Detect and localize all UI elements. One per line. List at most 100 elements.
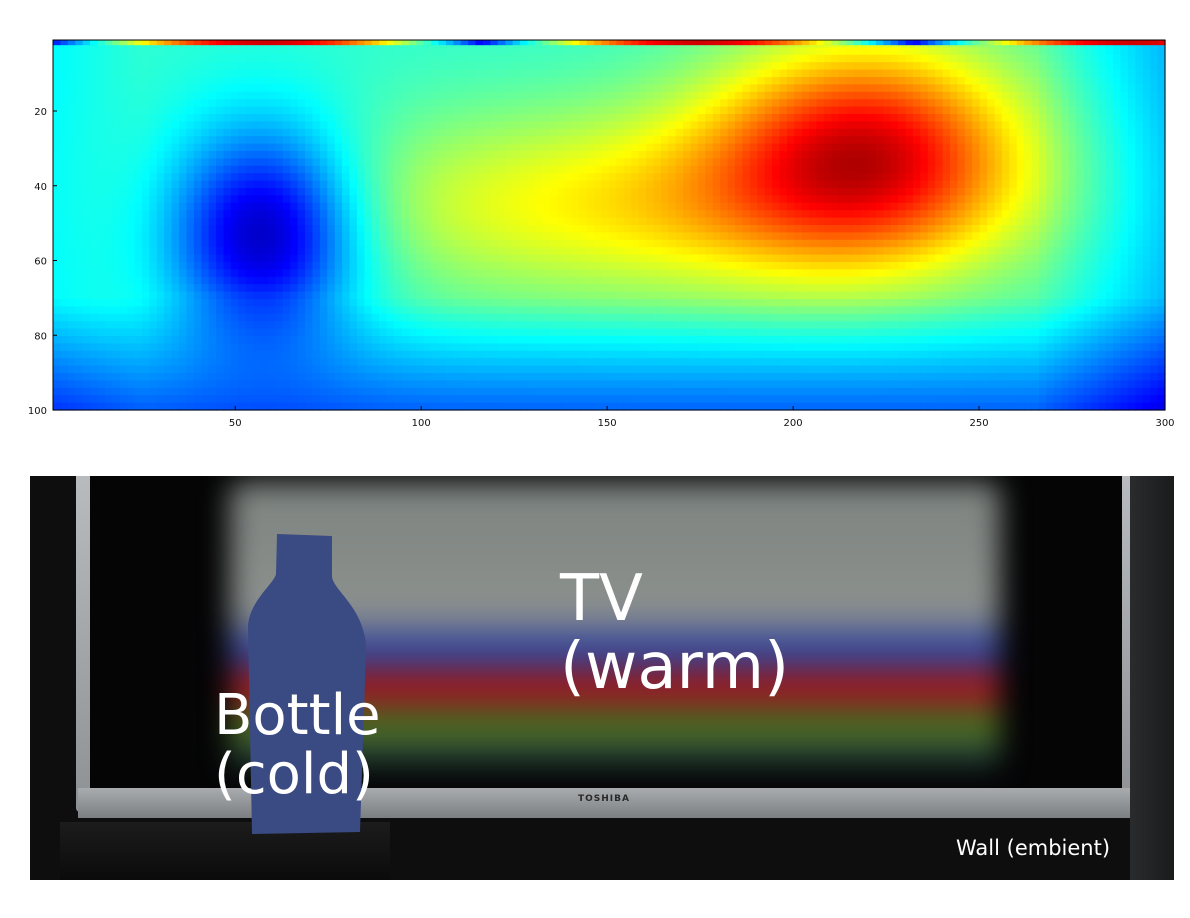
heatmap-cell xyxy=(868,195,877,204)
heatmap-cell xyxy=(646,91,655,100)
heatmap-cell xyxy=(186,173,195,182)
heatmap-cell xyxy=(512,232,521,241)
heatmap-cell xyxy=(475,188,484,196)
heatmap-cell xyxy=(816,136,825,145)
heatmap-cell xyxy=(90,143,99,152)
heatmap-cell xyxy=(1009,121,1018,130)
heatmap-cell xyxy=(179,232,188,241)
heatmap-cell xyxy=(816,47,825,56)
heatmap-cell xyxy=(497,106,506,115)
heatmap-cell xyxy=(349,91,358,100)
heatmap-cell xyxy=(112,195,121,204)
heatmap-cell xyxy=(616,276,625,285)
heatmap-cell xyxy=(141,165,150,174)
heatmap-cell xyxy=(1150,269,1159,278)
heatmap-cell xyxy=(957,188,966,196)
heatmap-cell xyxy=(238,254,247,263)
heatmap-cell xyxy=(786,99,795,108)
heatmap-cell xyxy=(1001,128,1010,137)
heatmap-cell xyxy=(705,69,714,78)
heatmap-cell xyxy=(297,269,306,278)
heatmap-cell xyxy=(1009,210,1018,219)
heatmap-cell xyxy=(749,62,758,71)
heatmap-cell xyxy=(1083,91,1092,100)
heatmap-cell xyxy=(875,114,884,122)
heatmap-cell xyxy=(1098,210,1107,219)
heatmap-cell xyxy=(431,269,440,278)
heatmap-cell xyxy=(697,269,706,278)
heatmap-cell xyxy=(609,262,618,270)
heatmap-cell xyxy=(668,69,677,78)
heatmap-cell xyxy=(905,151,914,159)
heatmap-cell xyxy=(1016,225,1025,233)
heatmap-cell xyxy=(912,77,921,85)
heatmap-cell xyxy=(660,114,669,122)
heatmap-cell xyxy=(1090,225,1099,233)
heatmap-cell xyxy=(394,114,403,122)
heatmap-cell xyxy=(267,239,276,248)
heatmap-cell xyxy=(579,106,588,115)
heatmap-cell xyxy=(482,180,491,189)
heatmap-cell xyxy=(675,47,684,56)
heatmap-cell xyxy=(1120,217,1129,226)
heatmap-cell xyxy=(1009,173,1018,182)
heatmap-cell xyxy=(334,276,343,285)
heatmap-cell xyxy=(616,188,625,196)
heatmap-cell xyxy=(379,188,388,196)
heatmap-cell xyxy=(104,143,113,152)
heatmap-cell xyxy=(1142,114,1151,122)
heatmap-cell xyxy=(631,69,640,78)
heatmap-cell xyxy=(1150,232,1159,241)
heatmap-cell xyxy=(942,180,951,189)
heatmap-cell xyxy=(156,239,165,248)
heatmap-cell xyxy=(579,202,588,211)
heatmap-cell xyxy=(230,284,239,293)
heatmap-cell xyxy=(505,54,514,63)
heatmap-cell xyxy=(297,180,306,189)
heatmap-cell xyxy=(898,195,907,204)
heatmap-cell xyxy=(245,106,254,115)
heatmap-cell xyxy=(201,69,210,78)
heatmap-cell xyxy=(1024,210,1033,219)
heatmap-cell xyxy=(631,62,640,71)
heatmap-cell xyxy=(816,114,825,122)
heatmap-cell xyxy=(527,114,536,122)
heatmap-cell xyxy=(60,254,69,263)
heatmap-cell xyxy=(1031,173,1040,182)
heatmap-cell xyxy=(898,106,907,115)
heatmap-cell xyxy=(112,284,121,293)
heatmap-cell xyxy=(660,99,669,108)
heatmap-cell xyxy=(1061,106,1070,115)
heatmap-cell xyxy=(905,180,914,189)
heatmap-cell xyxy=(497,217,506,226)
heatmap-cell xyxy=(97,91,106,100)
heatmap-cell xyxy=(327,69,336,78)
heatmap-cell xyxy=(179,128,188,137)
heatmap-cell xyxy=(1157,91,1166,100)
heatmap-cell xyxy=(653,195,662,204)
heatmap-cell xyxy=(193,254,202,263)
heatmap-cell xyxy=(312,188,321,196)
heatmap-cell xyxy=(979,269,988,278)
heatmap-cell xyxy=(527,254,536,263)
heatmap-cell xyxy=(638,106,647,115)
heatmap-cell xyxy=(557,262,566,270)
heatmap-cell xyxy=(75,136,84,145)
heatmap-cell xyxy=(772,247,781,256)
heatmap-cell xyxy=(1083,276,1092,285)
heatmap-cell xyxy=(853,54,862,63)
heatmap-cell xyxy=(779,232,788,241)
heatmap-cell xyxy=(490,195,499,204)
heatmap-cell xyxy=(1090,269,1099,278)
heatmap-cell xyxy=(631,239,640,248)
heatmap-cell xyxy=(697,165,706,174)
heatmap-cell xyxy=(371,247,380,256)
heatmap-cell xyxy=(386,47,395,56)
heatmap-cell xyxy=(868,99,877,108)
heatmap-cell xyxy=(794,217,803,226)
heatmap-cell xyxy=(238,276,247,285)
heatmap-cell xyxy=(594,173,603,182)
heatmap-cell xyxy=(512,62,521,71)
heatmap-cell xyxy=(460,136,469,145)
heatmap-cell xyxy=(905,254,914,263)
